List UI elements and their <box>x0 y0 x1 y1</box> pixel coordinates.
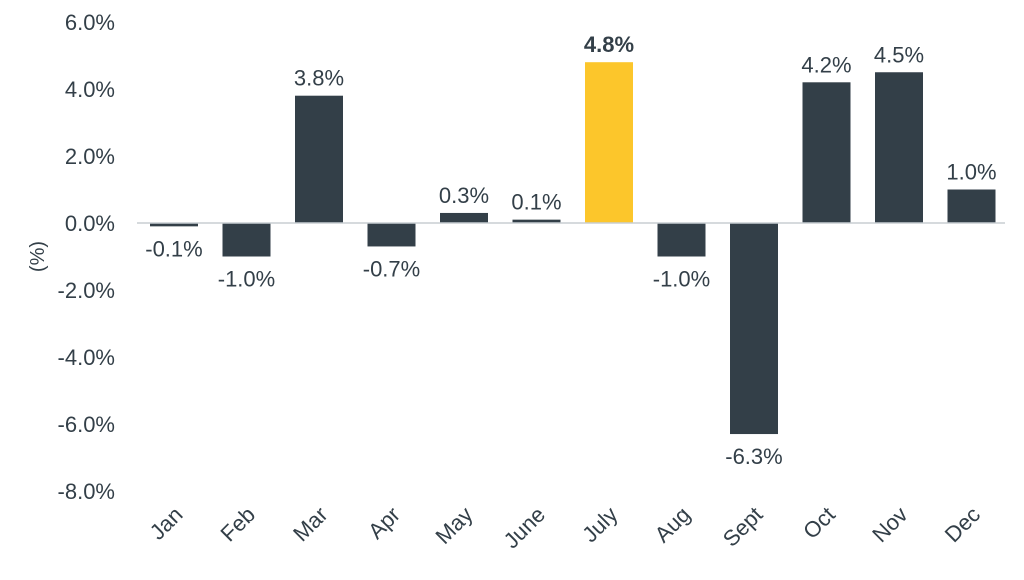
bar-feb <box>222 223 271 257</box>
x-tick-label: May <box>430 502 477 549</box>
data-label: 0.1% <box>511 190 561 215</box>
data-label: 4.8% <box>584 32 634 57</box>
bar-oct <box>802 82 851 223</box>
data-label: -0.1% <box>145 236 202 261</box>
y-tick-label: -8.0% <box>58 479 115 504</box>
bar-june <box>512 219 561 223</box>
bar-mar <box>295 95 343 223</box>
data-label: 4.2% <box>801 52 851 77</box>
x-tick-label: Nov <box>867 502 912 547</box>
bar-dec <box>947 189 996 223</box>
bar-apr <box>367 223 416 247</box>
bars <box>150 62 996 435</box>
bar-jan <box>150 223 198 227</box>
data-label: -1.0% <box>218 267 275 292</box>
data-label: 4.5% <box>874 42 924 67</box>
data-label: 1.0% <box>946 160 996 185</box>
bar-sept <box>730 223 778 435</box>
x-tick-label: Apr <box>363 502 405 544</box>
data-label: -6.3% <box>725 444 782 469</box>
x-tick-label: Aug <box>650 502 695 547</box>
data-label: 3.8% <box>294 66 344 91</box>
y-tick-label: 4.0% <box>65 77 115 102</box>
data-label: -0.7% <box>363 256 420 281</box>
x-tick-label: June <box>499 502 550 553</box>
y-tick-label: 2.0% <box>65 144 115 169</box>
y-tick-label: 0.0% <box>65 211 115 236</box>
bar-aug <box>657 223 706 257</box>
x-tick-label: Oct <box>798 502 840 544</box>
x-tick-label: Mar <box>288 502 332 546</box>
x-tick-label: July <box>577 502 622 547</box>
x-tick-label: Feb <box>216 502 260 546</box>
y-tick-label: -2.0% <box>58 278 115 303</box>
bar-nov <box>875 72 923 223</box>
y-axis-tick-labels: 6.0% 4.0% 2.0% 0.0% -2.0% -4.0% -6.0% -8.0% <box>58 10 115 504</box>
y-tick-label: -4.0% <box>58 345 115 370</box>
x-tick-label: Jan <box>145 502 188 545</box>
bar-july <box>585 62 633 224</box>
x-tick-label: Sept <box>718 502 768 552</box>
data-label: 0.3% <box>439 183 489 208</box>
data-label: -1.0% <box>653 267 710 292</box>
bar-may <box>440 212 488 223</box>
y-axis-label: (%) <box>27 241 49 272</box>
data-labels: -0.1% -1.0% 3.8% -0.7% 0.3% 0.1% 4.8% -1.0% -6.3… <box>145 32 996 469</box>
y-tick-label: -6.0% <box>58 412 115 437</box>
y-tick-label: 6.0% <box>65 10 115 35</box>
x-tick-label: Dec <box>940 502 985 547</box>
x-axis-tick-labels: Jan Feb Mar Apr May June July Aug Sept Oct Nov Dec <box>145 502 985 553</box>
